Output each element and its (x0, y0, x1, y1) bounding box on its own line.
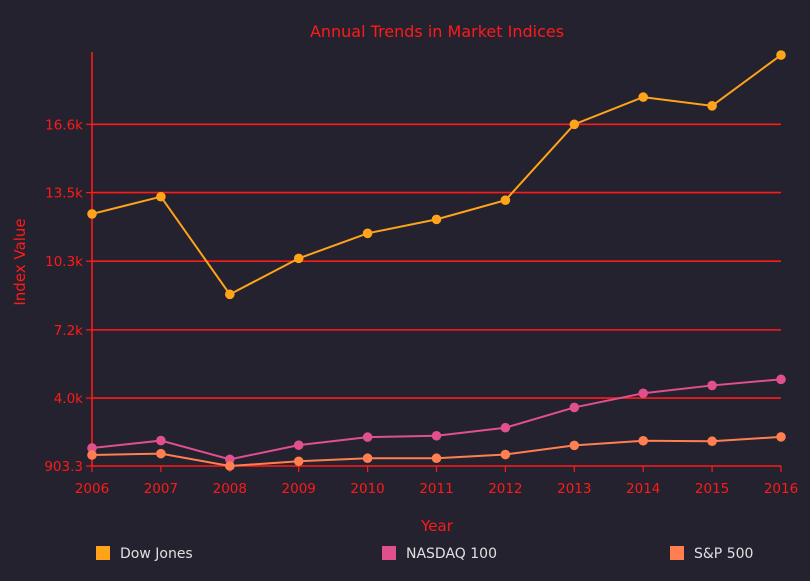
data-point-nasdaq-100[interactable] (638, 388, 648, 399)
series-line-nasdaq-100 (91, 378, 782, 461)
x-tick-label: 2013 (557, 481, 591, 497)
legend-item-s-p-500[interactable]: S&P 500 (670, 546, 753, 562)
data-point-nasdaq-100[interactable] (707, 380, 717, 391)
data-point-dow-jones[interactable] (776, 50, 786, 60)
series-dow-jones (87, 50, 786, 300)
x-tick-label: 2016 (764, 481, 798, 497)
data-point-dow-jones[interactable] (362, 228, 373, 239)
data-point-nasdaq-100[interactable] (225, 454, 235, 465)
data-point-dow-jones[interactable] (707, 101, 717, 111)
x-axis-ticks: 2006 2007 2008 2009 2010 2011 2012 2013 2014 2015… (75, 466, 798, 497)
data-point-dow-jones[interactable] (156, 191, 166, 202)
y-tick-label: 10.3k (45, 254, 83, 270)
y-tick-label: 7.2k (54, 323, 83, 339)
x-tick-label: 2010 (350, 481, 384, 497)
series-line-dow-jones (91, 54, 782, 296)
y-tick-label: 4.0k (54, 391, 83, 407)
x-tick-label: 2012 (488, 481, 522, 497)
data-point-s-p-500[interactable] (362, 453, 373, 464)
y-axis-ticks: 903.3 4.0k 7.2k 10.3k 13.5k 16.6k (44, 117, 92, 475)
x-axis-title: Year (420, 517, 454, 535)
legend-swatch (96, 546, 110, 560)
data-point-dow-jones[interactable] (225, 289, 235, 300)
x-tick-label: 2007 (144, 481, 178, 497)
data-point-nasdaq-100[interactable] (362, 432, 373, 442)
series-nasdaq-100 (87, 374, 786, 465)
data-point-s-p-500[interactable] (638, 435, 648, 446)
data-point-s-p-500[interactable] (87, 450, 97, 460)
data-point-nasdaq-100[interactable] (87, 443, 97, 453)
data-point-s-p-500[interactable] (500, 449, 511, 460)
data-point-s-p-500[interactable] (225, 461, 235, 471)
chart-title: Annual Trends in Market Indices (310, 22, 564, 41)
y-tick-label: 903.3 (44, 459, 83, 475)
data-point-s-p-500[interactable] (569, 440, 580, 451)
legend-swatch (670, 546, 684, 560)
data-point-s-p-500[interactable] (156, 448, 166, 459)
axes (91, 52, 781, 467)
y-tick-label: 16.6k (45, 117, 83, 133)
legend[interactable]: Dow Jones NASDAQ 100 S&P 500 (96, 546, 753, 562)
x-tick-label: 2008 (213, 481, 247, 497)
data-point-nasdaq-100[interactable] (293, 440, 304, 450)
data-point-nasdaq-100[interactable] (156, 435, 166, 446)
data-point-dow-jones[interactable] (638, 92, 648, 102)
data-point-dow-jones[interactable] (431, 214, 442, 225)
data-point-dow-jones[interactable] (87, 209, 97, 219)
y-tick-label: 13.5k (45, 186, 83, 202)
data-point-nasdaq-100[interactable] (431, 430, 442, 441)
data-point-nasdaq-100[interactable] (500, 422, 511, 433)
x-tick-label: 2006 (75, 481, 109, 497)
series-s-p-500 (87, 432, 786, 471)
plot-area (87, 50, 786, 471)
legend-item-dow-jones[interactable]: Dow Jones (96, 546, 193, 562)
x-tick-label: 2015 (695, 481, 729, 497)
data-point-dow-jones[interactable] (569, 119, 580, 130)
legend-label: NASDAQ 100 (406, 546, 497, 562)
legend-item-nasdaq-100[interactable]: NASDAQ 100 (382, 546, 497, 562)
gridlines (92, 123, 781, 399)
data-point-dow-jones[interactable] (293, 253, 304, 264)
x-tick-label: 2009 (282, 481, 316, 497)
data-point-nasdaq-100[interactable] (569, 402, 580, 413)
data-point-s-p-500[interactable] (776, 432, 786, 442)
legend-swatch (382, 546, 396, 560)
data-point-s-p-500[interactable] (707, 436, 717, 447)
data-point-s-p-500[interactable] (431, 453, 442, 464)
x-tick-label: 2011 (419, 481, 453, 497)
y-axis-title: Index Value (11, 218, 29, 305)
legend-label: S&P 500 (694, 546, 753, 562)
data-point-s-p-500[interactable] (293, 456, 304, 467)
legend-label: Dow Jones (120, 546, 193, 562)
x-tick-label: 2014 (626, 481, 660, 497)
data-point-dow-jones[interactable] (500, 195, 511, 205)
data-point-nasdaq-100[interactable] (776, 374, 786, 385)
